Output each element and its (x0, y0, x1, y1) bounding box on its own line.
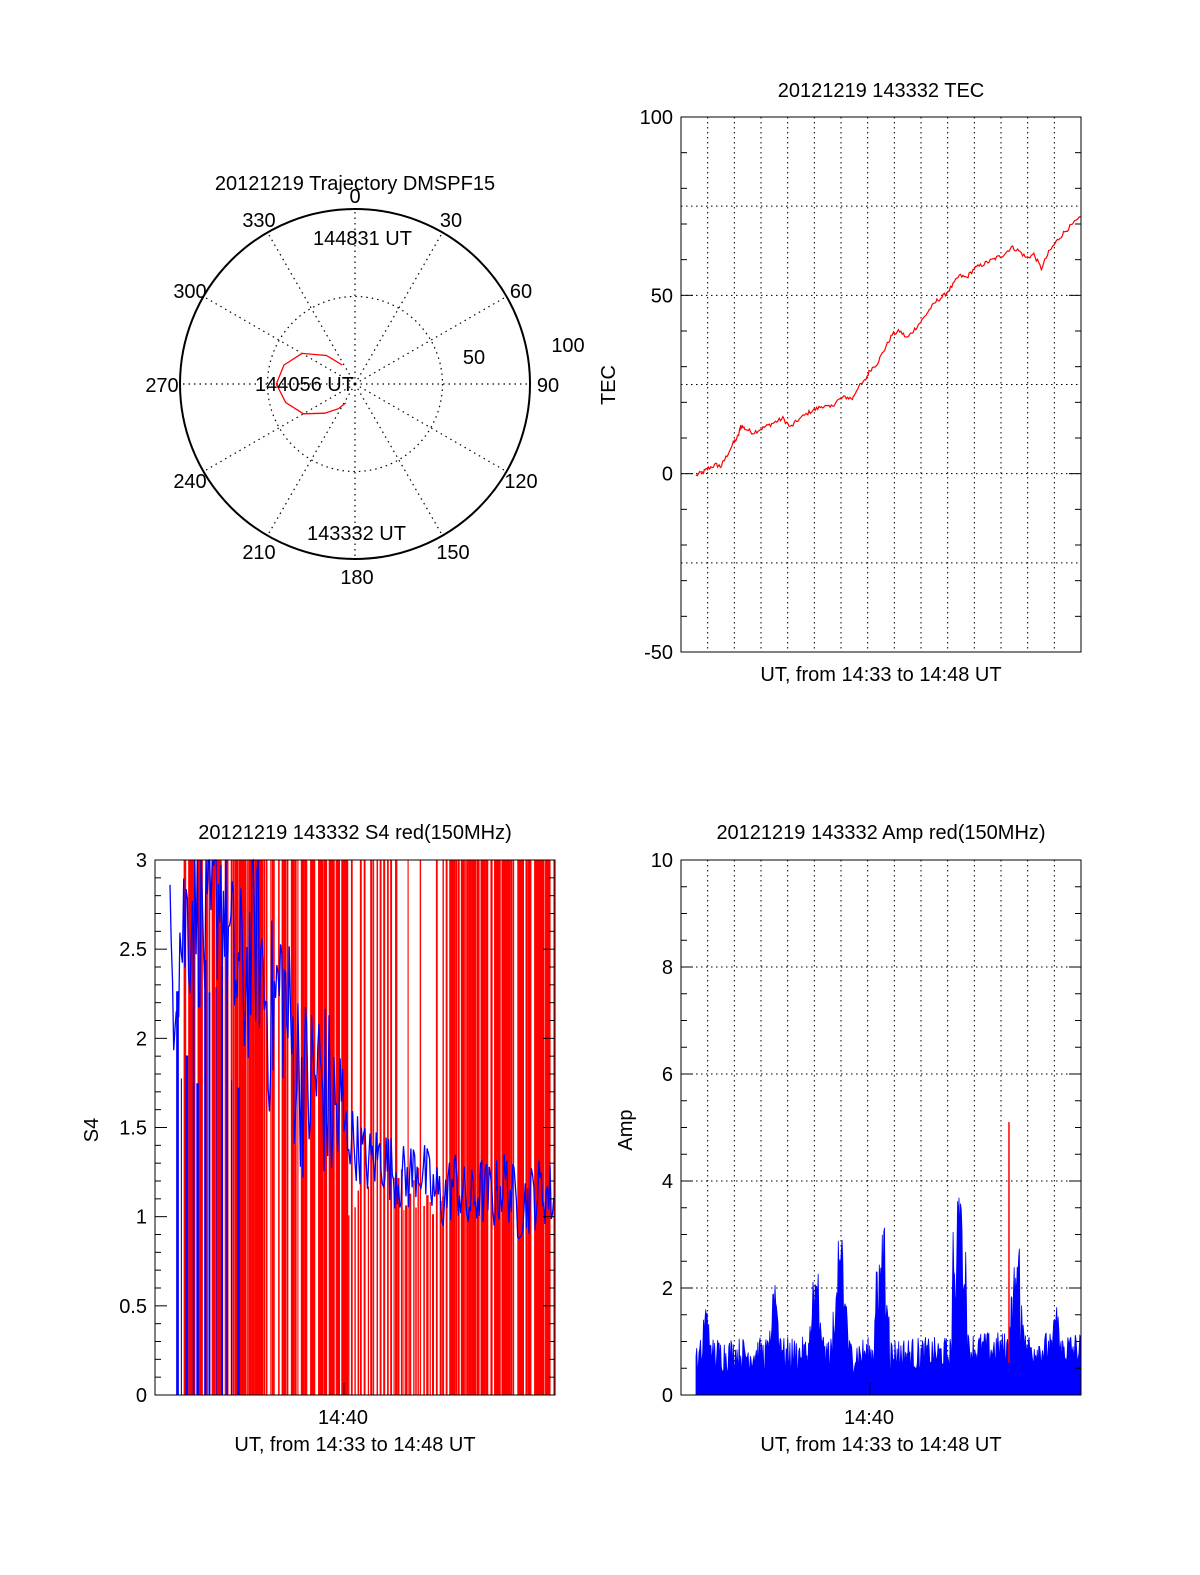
polar-spoke (266, 232, 356, 385)
polar-azimuth-label: 150 (436, 542, 469, 564)
tec-plot-frame (680, 116, 1082, 653)
polar-azimuth-label: 240 (173, 471, 206, 493)
polar-spoke (354, 383, 507, 473)
y-tick-label: 50 (651, 285, 673, 307)
tec-title: 20121219 143332 TEC (778, 80, 984, 102)
tec-chart: 20121219 143332 TEC 100 50 0 -50 UT, from 1… (598, 80, 1082, 686)
annotation-end-time: 144831 UT (313, 228, 412, 250)
s4-blue-line-path (169, 858, 555, 1240)
y-tick-label: 0.5 (119, 1296, 147, 1318)
tec-line (695, 216, 1081, 477)
y-tick-label: 2 (662, 1278, 673, 1300)
y-tick-label: 6 (662, 1064, 673, 1086)
amp-blue-series (695, 1197, 1082, 1396)
polar-azimuth-label: 300 (173, 281, 206, 303)
polar-azimuth-label: 120 (504, 471, 537, 493)
amp-y-tick-labels: 10 8 6 4 2 0 (651, 850, 1081, 1407)
y-tick-label: 2 (136, 1028, 147, 1050)
y-tick-label: 3 (136, 850, 147, 872)
polar-azimuth-label: 0 (349, 186, 360, 208)
radius-label-50: 50 (463, 347, 485, 369)
y-tick-label: 0 (662, 464, 673, 486)
y-tick-label: 10 (651, 850, 673, 872)
tec-y-axis-label: TEC (598, 365, 620, 405)
polar-outer-circle (179, 208, 531, 560)
polar-spoke (354, 295, 507, 385)
s4-title: 20121219 143332 S4 red(150MHz) (198, 822, 512, 844)
annotation-start-time: 143332 UT (307, 523, 406, 545)
amp-x-axis-label: UT, from 14:33 to 14:48 UT (760, 1434, 1001, 1456)
polar-spoke (354, 383, 444, 536)
polar-azimuth-labels: 0 30 60 90 120 150 180 210 240 270 300 330 (145, 186, 559, 589)
s4-blue-line (169, 858, 555, 1395)
y-tick-label: 4 (662, 1171, 673, 1193)
trajectory-polar-plot: 20121219 Trajectory DMSPF15 0 30 60 90 120 15… (145, 173, 584, 589)
y-tick-label: 100 (640, 107, 673, 129)
s4-x-tick-label: 14:40 (318, 1407, 368, 1429)
trajectory-track-line (275, 352, 347, 415)
s4-x-axis-label: UT, from 14:33 to 14:48 UT (234, 1434, 475, 1456)
amp-chart: 20121219 143332 Amp red(150MHz) 1086420 … (615, 822, 1082, 1456)
polar-azimuth-label: 270 (145, 375, 178, 397)
radius-label-100: 100 (551, 335, 584, 357)
y-tick-label: 1 (136, 1207, 147, 1229)
y-tick-label: 0 (662, 1385, 673, 1407)
polar-azimuth-label: 60 (510, 281, 532, 303)
tec-x-axis-label: UT, from 14:33 to 14:48 UT (760, 664, 1001, 686)
polar-grid (179, 208, 531, 560)
polar-azimuth-label: 330 (242, 210, 275, 232)
y-tick-label: 0 (136, 1385, 147, 1407)
annotation-mid-time: 144056 UT (255, 374, 354, 396)
y-tick-label: -50 (644, 642, 673, 664)
y-tick-label: 8 (662, 957, 673, 979)
polar-inner-circle (266, 295, 444, 473)
polar-azimuth-label: 90 (537, 375, 559, 397)
polar-spoke (203, 383, 356, 473)
amp-blue-fill (695, 1197, 1082, 1396)
amp-y-axis-label: Amp (615, 1109, 637, 1150)
tec-series-line (695, 216, 1081, 477)
trajectory-track (275, 352, 347, 415)
amp-title: 20121219 143332 Amp red(150MHz) (716, 822, 1045, 844)
y-tick-label: 2.5 (119, 939, 147, 961)
polar-azimuth-label: 30 (440, 210, 462, 232)
tec-grid (681, 117, 1081, 652)
trajectory-title: 20121219 Trajectory DMSPF15 (215, 173, 495, 195)
s4-chart: 20121219 143332 S4 red(150MHz) 3 2.5 2 1.5 1… (81, 822, 556, 1456)
polar-azimuth-label: 180 (340, 567, 373, 589)
s4-y-axis-label: S4 (81, 1118, 103, 1142)
y-tick-label: 1.5 (119, 1118, 147, 1140)
s4-y-tick-labels: 3 2.5 2 1.5 1 0.5 0 (119, 850, 555, 1407)
amp-x-tick-label: 14:40 (844, 1407, 894, 1429)
tec-y-tick-labels: 100 50 0 -50 (640, 107, 1081, 664)
polar-azimuth-label: 210 (242, 542, 275, 564)
